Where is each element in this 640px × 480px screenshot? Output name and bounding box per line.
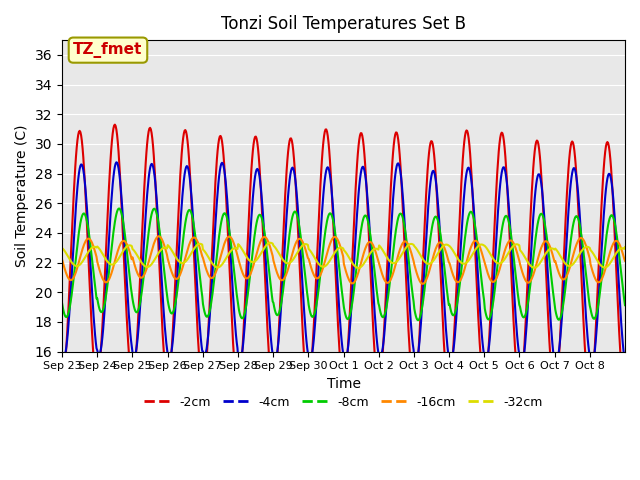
-8cm: [115, 205, 123, 211]
-32cm: [403, 243, 411, 249]
Legend: -2cm, -4cm, -8cm, -16cm, -32cm: -2cm, -4cm, -8cm, -16cm, -32cm: [140, 391, 548, 414]
-32cm: [435, 250, 442, 255]
-4cm: [278, 298, 285, 304]
-8cm: [278, 299, 285, 305]
-16cm: [155, 233, 163, 239]
-2cm: [58, 380, 66, 385]
-16cm: [124, 244, 132, 250]
-16cm: [58, 256, 66, 262]
Line: -2cm: -2cm: [62, 125, 625, 394]
-8cm: [58, 300, 66, 306]
-32cm: [355, 265, 362, 271]
-2cm: [434, 211, 442, 217]
-32cm: [228, 247, 236, 253]
-16cm: [419, 281, 426, 287]
-8cm: [403, 236, 410, 241]
-16cm: [257, 240, 264, 245]
-16cm: [228, 237, 236, 243]
Line: -8cm: -8cm: [62, 208, 625, 320]
Line: -16cm: -16cm: [62, 236, 625, 284]
-4cm: [621, 355, 629, 361]
-8cm: [228, 252, 236, 258]
-4cm: [518, 364, 525, 370]
-2cm: [586, 391, 594, 397]
-32cm: [267, 240, 275, 246]
-2cm: [125, 349, 132, 355]
-32cm: [124, 243, 132, 249]
-2cm: [257, 175, 264, 180]
-8cm: [257, 212, 264, 218]
-4cm: [58, 349, 66, 355]
-32cm: [621, 244, 629, 250]
-2cm: [111, 122, 118, 128]
-8cm: [435, 220, 442, 226]
Line: -32cm: -32cm: [62, 243, 625, 268]
Text: TZ_fmet: TZ_fmet: [74, 42, 143, 58]
-2cm: [621, 388, 629, 394]
-16cm: [278, 277, 285, 283]
Title: Tonzi Soil Temperatures Set B: Tonzi Soil Temperatures Set B: [221, 15, 466, 33]
-16cm: [403, 239, 410, 245]
-4cm: [403, 247, 410, 253]
-4cm: [228, 280, 236, 286]
-8cm: [621, 302, 629, 308]
-2cm: [228, 326, 236, 332]
-2cm: [278, 271, 285, 277]
-8cm: [414, 317, 422, 323]
-2cm: [403, 282, 410, 288]
-4cm: [434, 199, 442, 204]
-4cm: [113, 159, 120, 165]
-16cm: [435, 240, 442, 246]
-8cm: [125, 267, 132, 273]
-4cm: [125, 312, 132, 317]
-32cm: [58, 245, 66, 251]
-32cm: [255, 253, 263, 259]
X-axis label: Time: Time: [326, 377, 360, 391]
Y-axis label: Soil Temperature (C): Soil Temperature (C): [15, 125, 29, 267]
Line: -4cm: -4cm: [62, 162, 625, 367]
-32cm: [278, 255, 285, 261]
-16cm: [621, 258, 629, 264]
-4cm: [257, 179, 264, 184]
